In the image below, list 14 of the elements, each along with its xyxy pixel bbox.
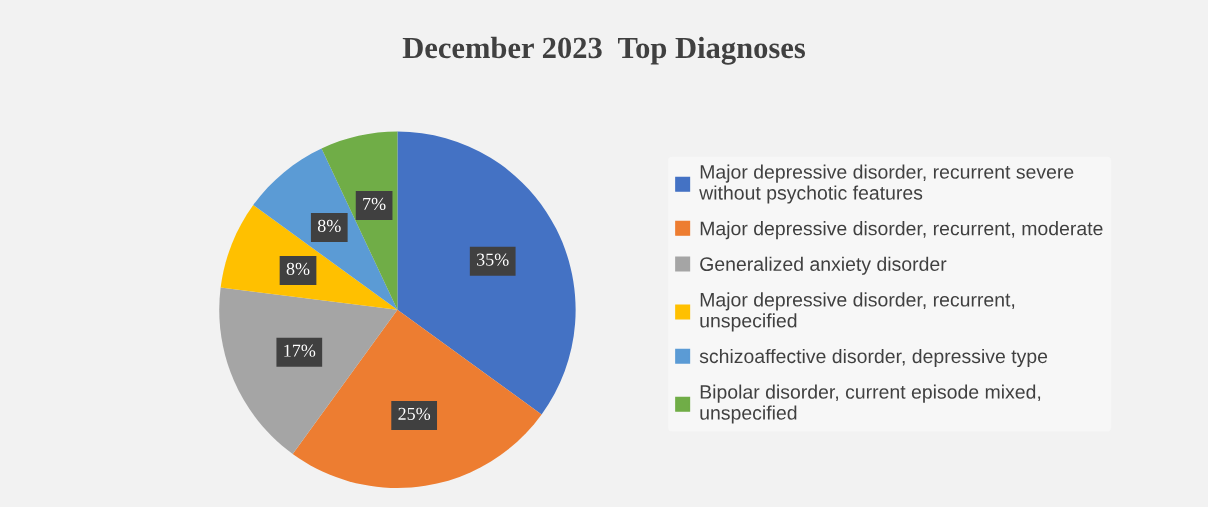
legend-label: schizoaffective disorder, depressive type [699, 348, 1048, 368]
legend-label: Bipolar disorder, current episode mixed, unspecified [700, 384, 1041, 424]
legend-label: Major depressive disorder, recurrent, moderate [700, 221, 1103, 240]
legend-label: Major depressive disorder, recurrent severe without psychotic features [699, 164, 1074, 204]
legend-label: Major depressive disorder, recurrent, unspecified [700, 292, 1015, 332]
data-label: 7% [363, 197, 386, 211]
pie-slice [219, 287, 398, 454]
data-label: 8% [286, 262, 310, 275]
legend-label: Generalized anxiety disorder [700, 256, 947, 275]
data-label: 17% [284, 344, 316, 357]
data-label: 35% [477, 253, 509, 266]
chart-title: December 2023 Top Diagnoses [402, 36, 805, 65]
data-label: 25% [398, 407, 431, 420]
data-label: 8% [317, 219, 341, 232]
